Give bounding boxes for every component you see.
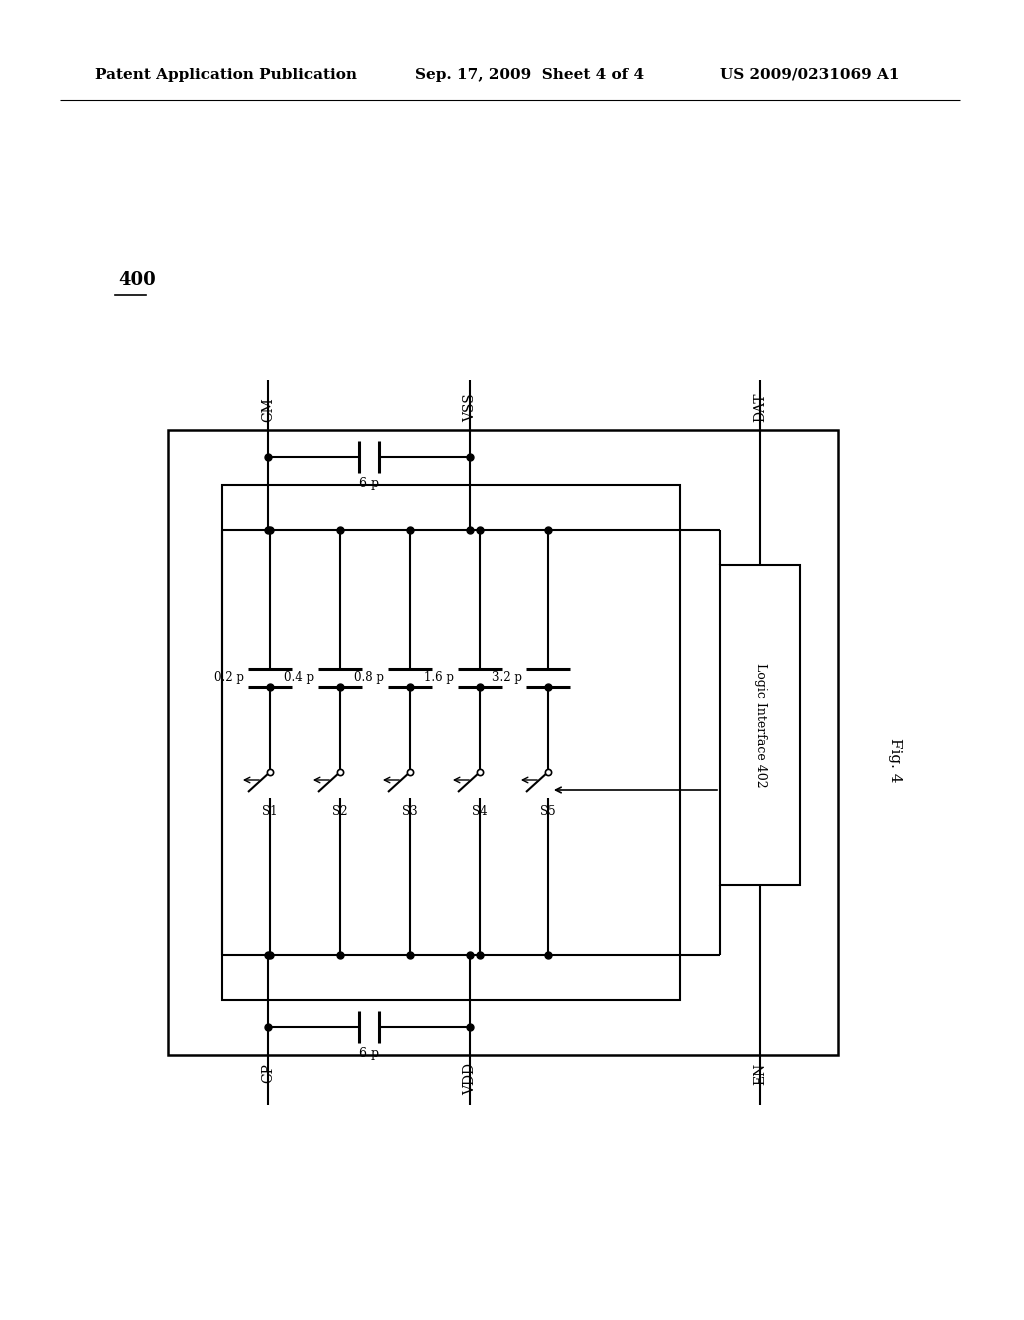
Text: 0.8 p: 0.8 p (354, 672, 384, 685)
Text: S3: S3 (402, 805, 418, 818)
Text: EN: EN (753, 1063, 767, 1085)
Text: 1.6 p: 1.6 p (424, 672, 454, 685)
Text: 6 p: 6 p (359, 1047, 379, 1060)
Text: S1: S1 (262, 805, 278, 818)
Text: US 2009/0231069 A1: US 2009/0231069 A1 (720, 69, 899, 82)
Bar (720, 565, 800, 884)
Text: CM: CM (261, 397, 275, 422)
Text: 400: 400 (118, 271, 156, 289)
Text: Patent Application Publication: Patent Application Publication (95, 69, 357, 82)
Bar (168, 430, 838, 1055)
Text: Fig. 4: Fig. 4 (888, 738, 902, 783)
Text: 0.2 p: 0.2 p (214, 672, 244, 685)
Text: Logic Interface 402: Logic Interface 402 (754, 663, 767, 787)
Text: 3.2 p: 3.2 p (492, 672, 522, 685)
Text: CP: CP (261, 1063, 275, 1082)
Text: S4: S4 (472, 805, 487, 818)
Text: S2: S2 (332, 805, 348, 818)
Text: Sep. 17, 2009  Sheet 4 of 4: Sep. 17, 2009 Sheet 4 of 4 (415, 69, 644, 82)
Text: S5: S5 (541, 805, 556, 818)
Text: 0.4 p: 0.4 p (284, 672, 314, 685)
Text: 6 p: 6 p (359, 477, 379, 490)
Text: DAT: DAT (753, 392, 767, 422)
Text: VSS: VSS (463, 393, 477, 422)
Bar (222, 484, 680, 1001)
Text: VDD: VDD (463, 1063, 477, 1096)
